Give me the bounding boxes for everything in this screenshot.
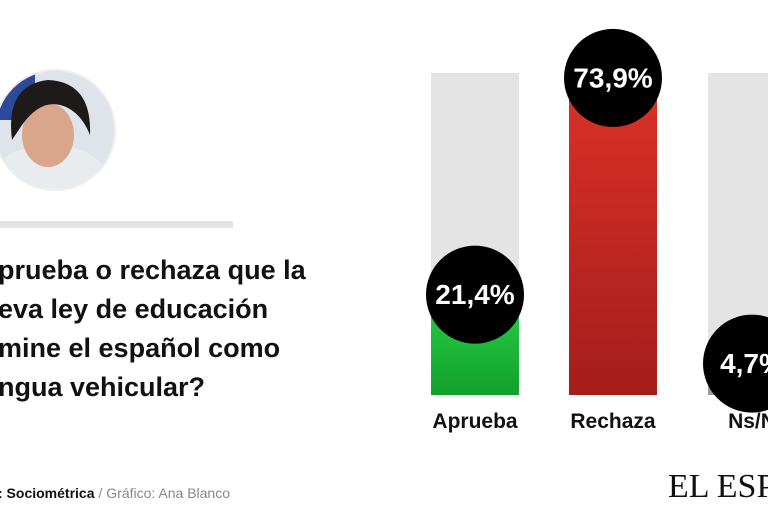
source-label: : Sociométrica <box>0 485 95 501</box>
category-label: Rechaza <box>570 410 656 433</box>
value-label: 21,4% <box>435 279 514 310</box>
question-line: ngua vehicular? <box>0 372 205 402</box>
bar <box>569 89 657 395</box>
portrait-ring <box>0 69 116 191</box>
question-line: eva ley de educación <box>0 294 268 324</box>
value-badge <box>564 28 662 127</box>
value-label: 73,9% <box>573 62 652 93</box>
chart: 21,4% Aprueba 73,9% Rechaza 4,7% Ns/N <box>426 28 768 433</box>
source: : Sociométrica / Gráfico: Ana Blanco <box>0 485 230 501</box>
category-label: Ns/N <box>728 410 768 433</box>
value-badge <box>703 314 768 413</box>
logo: EL ESPA <box>668 468 768 505</box>
portrait <box>0 70 115 190</box>
question-line: prueba o rechaza que la <box>0 255 307 285</box>
divider <box>0 221 233 228</box>
category-label: Aprueba <box>432 410 518 433</box>
question-line: mine el español como <box>0 333 280 363</box>
question: prueba o rechaza que la eva ley de educac… <box>0 255 307 402</box>
source-credit: / Gráfico: Ana Blanco <box>98 485 230 501</box>
value-label: 4,7% <box>720 348 768 379</box>
value-badge <box>426 245 524 344</box>
